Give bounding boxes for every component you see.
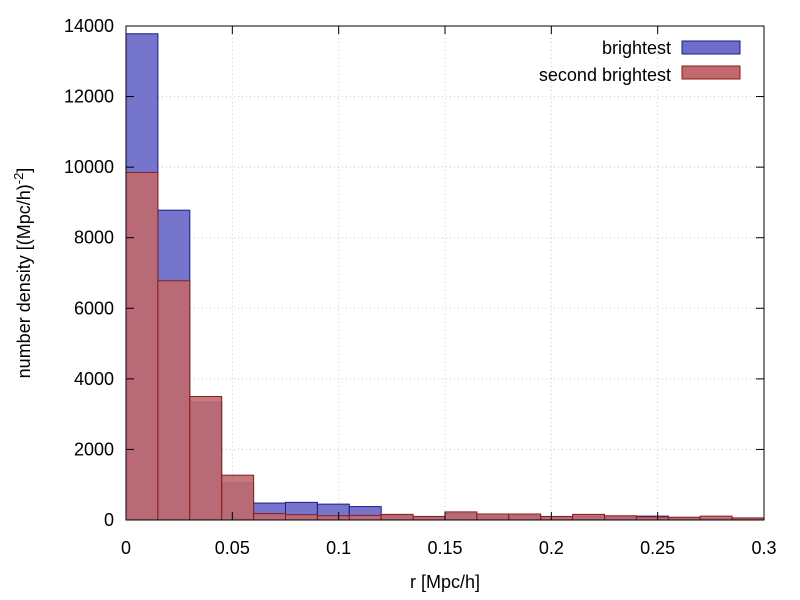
y-tick-label: 8000: [74, 228, 114, 248]
y-axis-label: number density [(Mpc/h)-2]: [11, 168, 34, 379]
histogram-bar: [444, 511, 478, 521]
y-tick-labels: 0 2000 4000 6000 8000 10000 12000 14000: [64, 16, 114, 530]
y-tick-label: 4000: [74, 369, 114, 389]
legend-label-second-brightest: second brightest: [539, 65, 671, 85]
x-tick-label: 0.05: [215, 538, 250, 558]
y-tick-label: 0: [104, 510, 114, 530]
histogram-bar: [316, 515, 350, 521]
y-axis-label-tail: ]: [14, 168, 34, 173]
y-tick-label: 2000: [74, 439, 114, 459]
histogram-bar: [253, 513, 287, 521]
y-tick-label: 10000: [64, 157, 114, 177]
histogram-bar: [380, 513, 414, 521]
histogram-bar: [412, 515, 446, 521]
y-tick-label: 12000: [64, 87, 114, 107]
series-second-brightest: [125, 171, 765, 521]
x-tick-labels: 0 0.05 0.1 0.15 0.2 0.25 0.3: [121, 538, 777, 558]
histogram-bar: [189, 396, 223, 521]
histogram-bar: [348, 514, 382, 521]
y-tick-label: 14000: [64, 16, 114, 36]
x-axis-label: r [Mpc/h]: [410, 572, 480, 592]
y-axis-label-exponent: -2: [11, 173, 26, 185]
x-tick-label: 0.1: [326, 538, 351, 558]
y-tick-label: 6000: [74, 298, 114, 318]
histogram-bar: [125, 171, 159, 521]
histogram-bar: [221, 474, 255, 521]
x-tick-label: 0.2: [539, 538, 564, 558]
histogram-series: [125, 33, 765, 521]
histogram-bar: [699, 515, 733, 521]
histogram-bar: [540, 515, 574, 521]
legend-label-brightest: brightest: [602, 38, 671, 58]
histogram-bar: [508, 513, 542, 521]
x-tick-label: 0.25: [640, 538, 675, 558]
histogram-bar: [157, 280, 191, 521]
x-tick-label: 0.15: [427, 538, 462, 558]
axis-ticks: [125, 25, 765, 521]
histogram-bar: [572, 513, 605, 521]
x-tick-label: 0: [121, 538, 131, 558]
legend-swatch-brightest: [681, 40, 741, 55]
x-tick-label: 0.3: [751, 538, 776, 558]
legend-swatch-second-brightest: [681, 65, 741, 80]
histogram-bar: [476, 513, 510, 521]
histogram-bar: [285, 514, 318, 521]
y-axis-label-main: number density [(Mpc/h): [14, 184, 34, 378]
histogram-bar: [604, 515, 637, 521]
legend: brightest second brightest: [539, 38, 741, 85]
